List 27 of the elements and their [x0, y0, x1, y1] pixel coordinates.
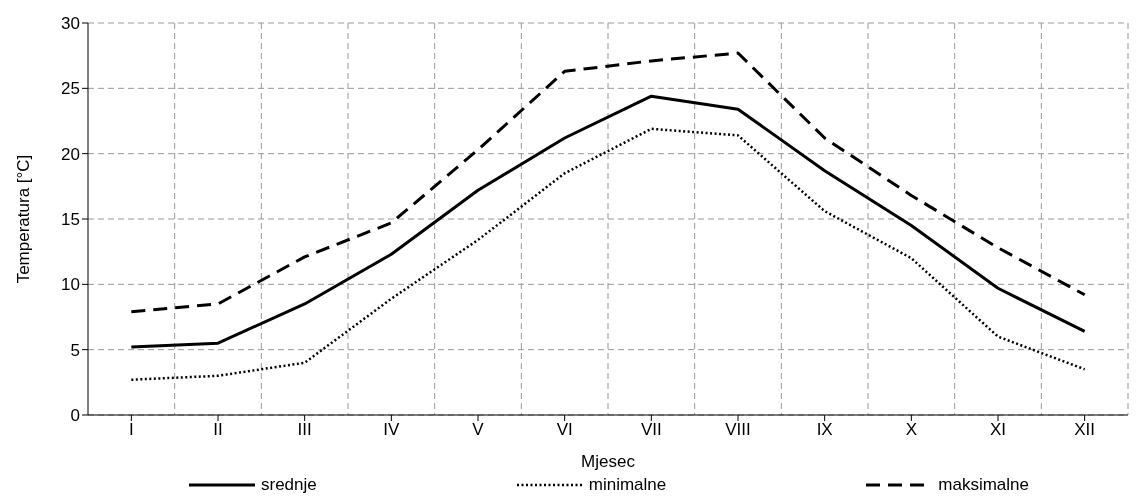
y-tick-label: 15	[61, 210, 80, 230]
x-axis-title: Mjesec	[581, 452, 636, 471]
x-tick-label: II	[213, 420, 223, 440]
y-axis-title: Temperatura [°C]	[14, 154, 34, 284]
legend-label: srednje	[261, 475, 317, 495]
y-tick-label: 20	[61, 144, 80, 164]
y-tick-label: 5	[70, 340, 80, 360]
x-tick-label: I	[128, 420, 134, 440]
x-tick-label: VIII	[725, 420, 751, 440]
x-tick-label: IV	[383, 420, 401, 440]
y-tick-label: 0	[70, 406, 80, 426]
x-tick-label: V	[472, 420, 485, 440]
line-series	[129, 51, 1087, 314]
line-series	[129, 94, 1087, 349]
y-tick-label: 30	[61, 14, 80, 34]
legend-label: maksimalne	[938, 475, 1029, 495]
x-tick-label: XII	[1074, 420, 1096, 440]
x-tick-label: XI	[989, 420, 1007, 440]
x-tick-label: VI	[556, 420, 573, 440]
x-tick-label: III	[297, 420, 312, 440]
x-tick-label: VII	[640, 420, 662, 440]
legend-label: minimalne	[588, 475, 667, 495]
line-series	[130, 127, 1086, 381]
y-tick-label: 25	[61, 79, 80, 99]
y-tick-label: 10	[61, 275, 80, 295]
x-tick-label: IX	[816, 420, 833, 440]
x-tick-label: X	[905, 420, 918, 440]
